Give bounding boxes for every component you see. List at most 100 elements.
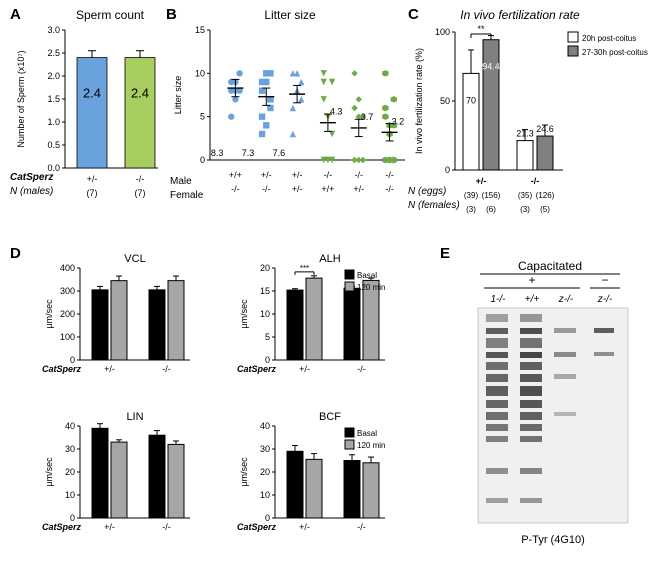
svg-text:μm/sec: μm/sec	[44, 299, 54, 329]
svg-text:2.0: 2.0	[47, 71, 60, 81]
svg-text:20: 20	[260, 263, 270, 273]
svg-text:(5): (5)	[540, 205, 550, 214]
svg-text:20h post-coitus: 20h post-coitus	[582, 34, 636, 43]
svg-text:0: 0	[445, 165, 450, 175]
svg-text:(6): (6)	[486, 205, 496, 214]
svg-text:21.3: 21.3	[516, 129, 534, 139]
svg-text:+/-: +/-	[476, 176, 487, 186]
svg-text:-/-: -/-	[531, 176, 540, 186]
svg-text:400: 400	[60, 263, 75, 273]
svg-text:-/-: -/-	[385, 184, 394, 194]
svg-text:P-Tyr (4G10): P-Tyr (4G10)	[521, 534, 585, 546]
svg-text:40: 40	[260, 421, 270, 431]
svg-text:2.4: 2.4	[83, 86, 101, 101]
panel-c-rowlabel-eggs: N (eggs)	[408, 186, 446, 197]
svg-text:+/-: +/-	[299, 364, 310, 374]
svg-text:***: ***	[300, 264, 309, 273]
svg-text:−: −	[601, 273, 608, 287]
svg-text:-/-: -/-	[357, 522, 366, 532]
svg-text:+/-: +/-	[104, 364, 115, 374]
svg-text:(126): (126)	[536, 191, 555, 200]
svg-text:-/-: -/-	[357, 364, 366, 374]
svg-text:(3): (3)	[466, 205, 476, 214]
svg-text:z-/-: z-/-	[558, 294, 574, 305]
svg-text:VCL: VCL	[124, 253, 145, 265]
panel-d-chart-bcf: BCF010203040μm/sec+/--/-Basal120 minCatS…	[235, 408, 405, 556]
svg-text:Litter size: Litter size	[173, 76, 183, 115]
svg-text:10: 10	[260, 490, 270, 500]
svg-text:+/-: +/-	[353, 184, 364, 194]
svg-text:In vivo fertilization rate (%): In vivo fertilization rate (%)	[414, 48, 424, 154]
svg-text:+/+: +/+	[525, 294, 540, 305]
svg-text:1-/-: 1-/-	[491, 294, 507, 305]
svg-text:20: 20	[260, 467, 270, 477]
svg-text:μm/sec: μm/sec	[239, 299, 249, 329]
svg-text:μm/sec: μm/sec	[44, 457, 54, 487]
svg-text:50: 50	[440, 96, 450, 106]
svg-text:3.0: 3.0	[47, 25, 60, 35]
svg-text:ALH: ALH	[319, 253, 340, 265]
svg-text:200: 200	[60, 309, 75, 319]
panel-d-chart-lin: LIN010203040μm/sec+/--/-CatSperz	[40, 408, 210, 556]
svg-text:LIN: LIN	[126, 411, 143, 423]
panel-a-xlabel1: CatSperz	[10, 172, 53, 183]
svg-text:24.6: 24.6	[536, 124, 554, 134]
svg-text:+/-: +/-	[104, 522, 115, 532]
svg-text:(7): (7)	[135, 188, 146, 198]
svg-text:120 min: 120 min	[357, 283, 385, 292]
svg-text:CatSperz: CatSperz	[237, 522, 277, 532]
panel-e-blot: Capacitated+ − 1-/- +/+ z-/- z-/- P-Tyr (4G10)	[460, 258, 660, 556]
svg-text:10: 10	[195, 68, 205, 78]
svg-text:3.2: 3.2	[392, 116, 405, 126]
svg-text:7.6: 7.6	[273, 148, 286, 158]
svg-text:-/-: -/-	[162, 522, 171, 532]
svg-text:μm/sec: μm/sec	[239, 457, 249, 487]
svg-text:(35): (35)	[518, 191, 533, 200]
panel-c-rowlabel-fem: N (females)	[408, 200, 460, 211]
svg-text:20: 20	[65, 467, 75, 477]
svg-text:5: 5	[200, 112, 205, 122]
svg-text:-/-: -/-	[136, 174, 145, 184]
figure-root: A B C D E Sperm count Litter size In viv…	[0, 0, 672, 566]
svg-text:10: 10	[65, 490, 75, 500]
svg-text:2.4: 2.4	[131, 86, 149, 101]
svg-text:+/+: +/+	[229, 170, 242, 180]
svg-text:+/-: +/-	[292, 184, 303, 194]
svg-text:Number of Sperm (x10⁷): Number of Sperm (x10⁷)	[16, 50, 26, 147]
svg-text:+/-: +/-	[299, 522, 310, 532]
svg-text:Basal: Basal	[357, 271, 377, 280]
panel-b-rowlabel-male: Male	[170, 176, 192, 187]
svg-text:CatSperz: CatSperz	[42, 522, 82, 532]
svg-text:1.5: 1.5	[47, 94, 60, 104]
svg-text:BCF: BCF	[319, 411, 341, 423]
svg-text:0.5: 0.5	[47, 140, 60, 150]
panel-label-e: E	[440, 245, 450, 262]
svg-text:-/-: -/-	[355, 170, 364, 180]
svg-text:2.5: 2.5	[47, 48, 60, 58]
svg-text:-/-: -/-	[324, 170, 333, 180]
svg-text:100: 100	[60, 332, 75, 342]
panel-label-d: D	[10, 245, 21, 262]
svg-text:Capacitated: Capacitated	[518, 259, 582, 273]
svg-text:40: 40	[65, 421, 75, 431]
svg-text:(7): (7)	[87, 188, 98, 198]
panel-a-xlabel2: N (males)	[10, 186, 53, 197]
svg-text:(156): (156)	[482, 191, 501, 200]
svg-text:CatSperz: CatSperz	[42, 364, 82, 374]
svg-text:-/-: -/-	[231, 184, 240, 194]
svg-text:+/-: +/-	[87, 174, 98, 184]
svg-text:**: **	[477, 24, 485, 34]
svg-text:1.0: 1.0	[47, 117, 60, 127]
svg-text:z-/-: z-/-	[597, 294, 613, 305]
svg-text:-/-: -/-	[385, 170, 394, 180]
svg-text:+/-: +/-	[292, 170, 303, 180]
svg-text:3.7: 3.7	[361, 112, 374, 122]
svg-text:-/-: -/-	[262, 184, 271, 194]
svg-text:+: +	[528, 273, 535, 287]
svg-text:10: 10	[260, 309, 270, 319]
svg-text:15: 15	[195, 25, 205, 35]
svg-text:0: 0	[200, 155, 205, 165]
svg-text:120 min: 120 min	[357, 441, 385, 450]
svg-text:+/+: +/+	[321, 184, 334, 194]
svg-text:5: 5	[265, 332, 270, 342]
